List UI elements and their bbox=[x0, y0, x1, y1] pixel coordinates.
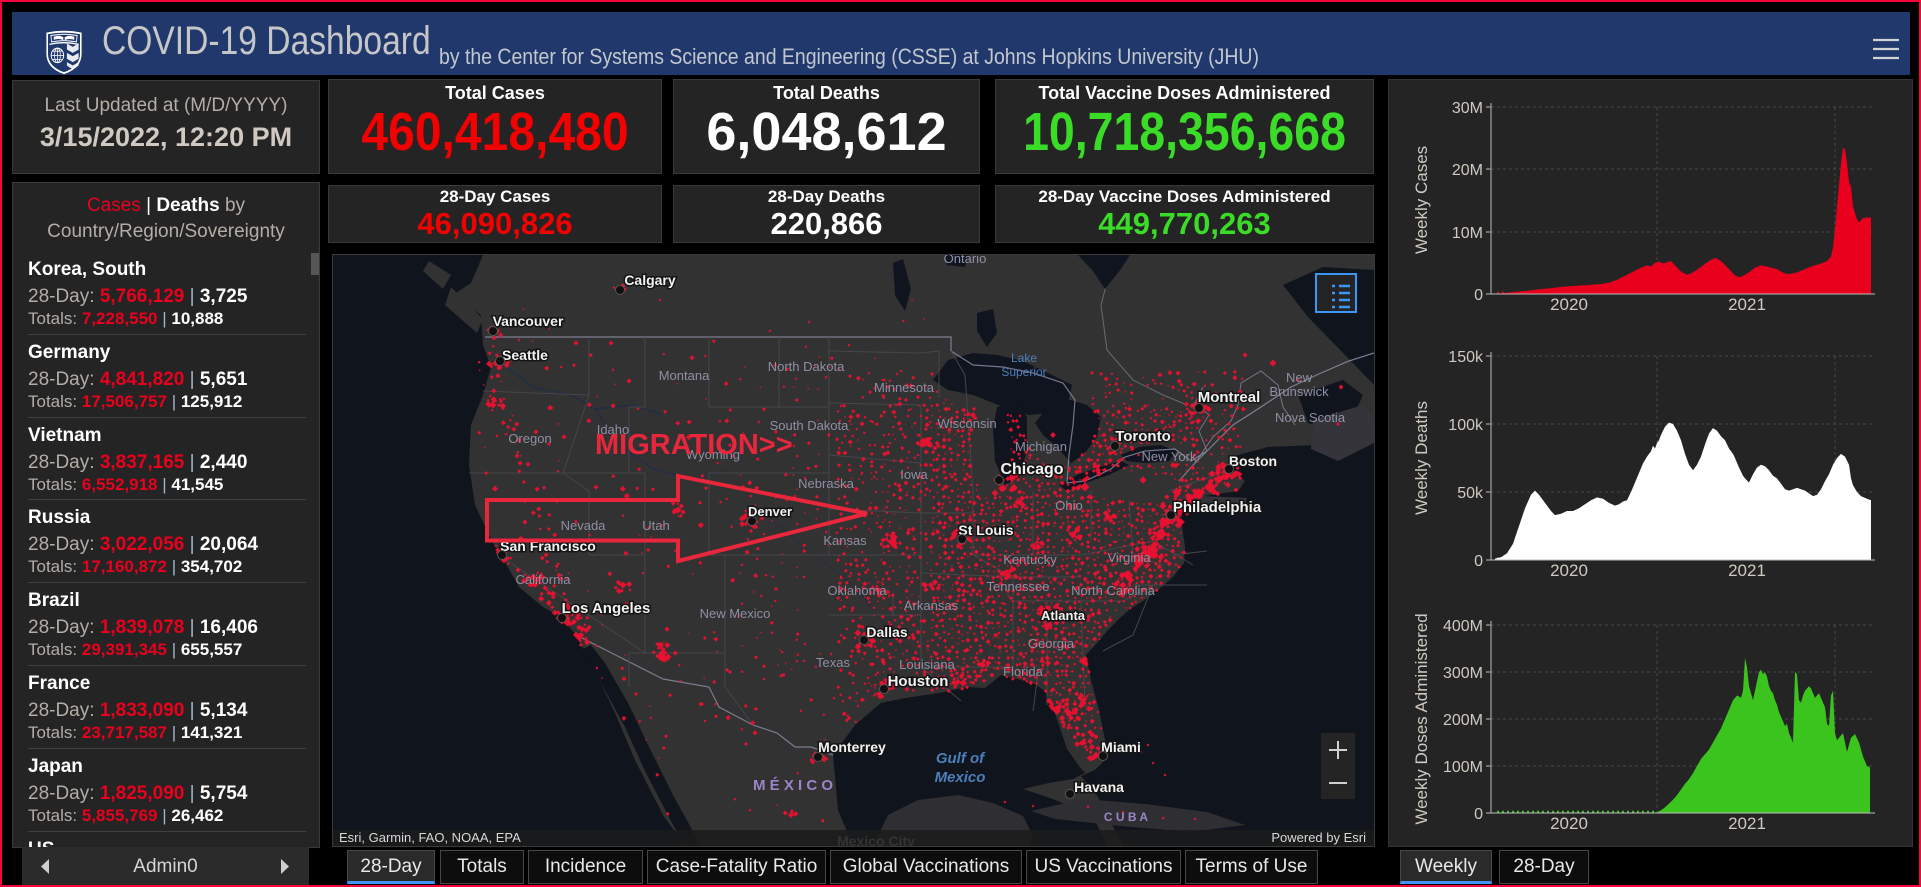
svg-text:Wyoming: Wyoming bbox=[686, 447, 740, 462]
svg-text:Nova Scotia: Nova Scotia bbox=[1275, 410, 1346, 425]
svg-text:200M: 200M bbox=[1443, 712, 1483, 729]
svg-text:Gulf of: Gulf of bbox=[936, 750, 986, 767]
svg-text:Superior: Superior bbox=[1001, 365, 1046, 379]
svg-text:2020: 2020 bbox=[1550, 295, 1588, 314]
svg-text:New Mexico: New Mexico bbox=[700, 606, 771, 621]
svg-text:30M: 30M bbox=[1452, 100, 1483, 117]
svg-text:Idaho: Idaho bbox=[597, 422, 630, 437]
svg-text:100k: 100k bbox=[1448, 417, 1484, 434]
svg-text:400M: 400M bbox=[1443, 618, 1483, 635]
svg-text:2020: 2020 bbox=[1550, 561, 1588, 580]
svg-text:Weekly Doses Administered: Weekly Doses Administered bbox=[1412, 613, 1431, 824]
svg-text:Kansas: Kansas bbox=[823, 533, 867, 548]
svg-text:Kentucky: Kentucky bbox=[1003, 552, 1057, 567]
svg-text:California: California bbox=[516, 572, 572, 587]
svg-text:Los Angeles: Los Angeles bbox=[562, 600, 651, 617]
svg-text:Iowa: Iowa bbox=[900, 467, 928, 482]
svg-text:2021: 2021 bbox=[1728, 814, 1766, 833]
svg-text:MIGRATION>>: MIGRATION>> bbox=[595, 429, 793, 461]
svg-text:Esri, Garmin, FAO, NOAA, EPA: Esri, Garmin, FAO, NOAA, EPA bbox=[339, 830, 521, 845]
svg-text:Seattle: Seattle bbox=[502, 347, 548, 363]
svg-text:C U B A: C U B A bbox=[1104, 810, 1149, 824]
svg-text:Chicago: Chicago bbox=[1000, 461, 1063, 478]
svg-text:New: New bbox=[1286, 370, 1313, 385]
svg-text:Weekly Deaths: Weekly Deaths bbox=[1412, 401, 1431, 515]
svg-text:Nevada: Nevada bbox=[561, 518, 607, 533]
svg-text:Florida: Florida bbox=[1003, 664, 1044, 679]
svg-text:Weekly Cases: Weekly Cases bbox=[1412, 146, 1431, 254]
svg-text:Utah: Utah bbox=[642, 518, 669, 533]
svg-text:Texas: Texas bbox=[816, 655, 850, 670]
svg-text:50k: 50k bbox=[1457, 485, 1484, 502]
svg-text:150k: 150k bbox=[1448, 349, 1484, 366]
svg-text:Tennessee: Tennessee bbox=[987, 579, 1050, 594]
svg-text:Mexico: Mexico bbox=[935, 769, 986, 786]
svg-text:St Louis: St Louis bbox=[958, 522, 1013, 538]
svg-text:Havana: Havana bbox=[1074, 779, 1124, 795]
svg-text:0: 0 bbox=[1474, 553, 1483, 570]
svg-text:Ohio: Ohio bbox=[1055, 498, 1082, 513]
svg-text:Wisconsin: Wisconsin bbox=[937, 416, 996, 431]
svg-text:Lake: Lake bbox=[1011, 351, 1037, 365]
svg-text:North Dakota: North Dakota bbox=[768, 359, 845, 374]
svg-text:Atlanta: Atlanta bbox=[1041, 608, 1086, 623]
svg-text:0: 0 bbox=[1474, 806, 1483, 823]
svg-text:20M: 20M bbox=[1452, 162, 1483, 179]
svg-text:Georgia: Georgia bbox=[1028, 636, 1075, 651]
svg-text:Virginia: Virginia bbox=[1107, 550, 1151, 565]
svg-text:Oregon: Oregon bbox=[508, 431, 551, 446]
svg-text:Dallas: Dallas bbox=[866, 624, 907, 640]
svg-text:Boston: Boston bbox=[1229, 453, 1277, 469]
svg-text:Oklahoma: Oklahoma bbox=[827, 583, 887, 598]
svg-text:Vancouver: Vancouver bbox=[493, 313, 564, 329]
svg-text:Brunswick: Brunswick bbox=[1269, 384, 1329, 399]
svg-text:Montana: Montana bbox=[659, 368, 710, 383]
svg-text:Michigan: Michigan bbox=[1015, 439, 1067, 454]
svg-text:2021: 2021 bbox=[1728, 295, 1766, 314]
svg-text:Philadelphia: Philadelphia bbox=[1173, 499, 1262, 516]
svg-text:Houston: Houston bbox=[888, 673, 949, 690]
svg-text:Powered by Esri: Powered by Esri bbox=[1271, 830, 1366, 845]
svg-text:Toronto: Toronto bbox=[1115, 428, 1171, 445]
svg-text:Denver: Denver bbox=[748, 504, 792, 519]
svg-text:Calgary: Calgary bbox=[624, 272, 676, 288]
svg-text:2020: 2020 bbox=[1550, 814, 1588, 833]
svg-text:Montreal: Montreal bbox=[1198, 389, 1261, 406]
svg-text:Louisiana: Louisiana bbox=[899, 657, 955, 672]
svg-text:Arkansas: Arkansas bbox=[904, 598, 959, 613]
svg-text:Miami: Miami bbox=[1101, 739, 1141, 755]
svg-text:South Dakota: South Dakota bbox=[770, 418, 850, 433]
svg-text:Nebraska: Nebraska bbox=[798, 476, 854, 491]
svg-text:2021: 2021 bbox=[1728, 561, 1766, 580]
svg-text:Monterrey: Monterrey bbox=[818, 739, 886, 755]
svg-text:100M: 100M bbox=[1443, 759, 1483, 776]
svg-text:300M: 300M bbox=[1443, 665, 1483, 682]
svg-text:10M: 10M bbox=[1452, 225, 1483, 242]
svg-text:Ontario: Ontario bbox=[944, 255, 987, 266]
svg-text:0: 0 bbox=[1474, 287, 1483, 304]
svg-text:Minnesota: Minnesota bbox=[874, 380, 935, 395]
svg-text:M É X I C O: M É X I C O bbox=[753, 777, 833, 794]
svg-text:North Carolina: North Carolina bbox=[1071, 583, 1156, 598]
svg-text:New York: New York bbox=[1142, 449, 1197, 464]
